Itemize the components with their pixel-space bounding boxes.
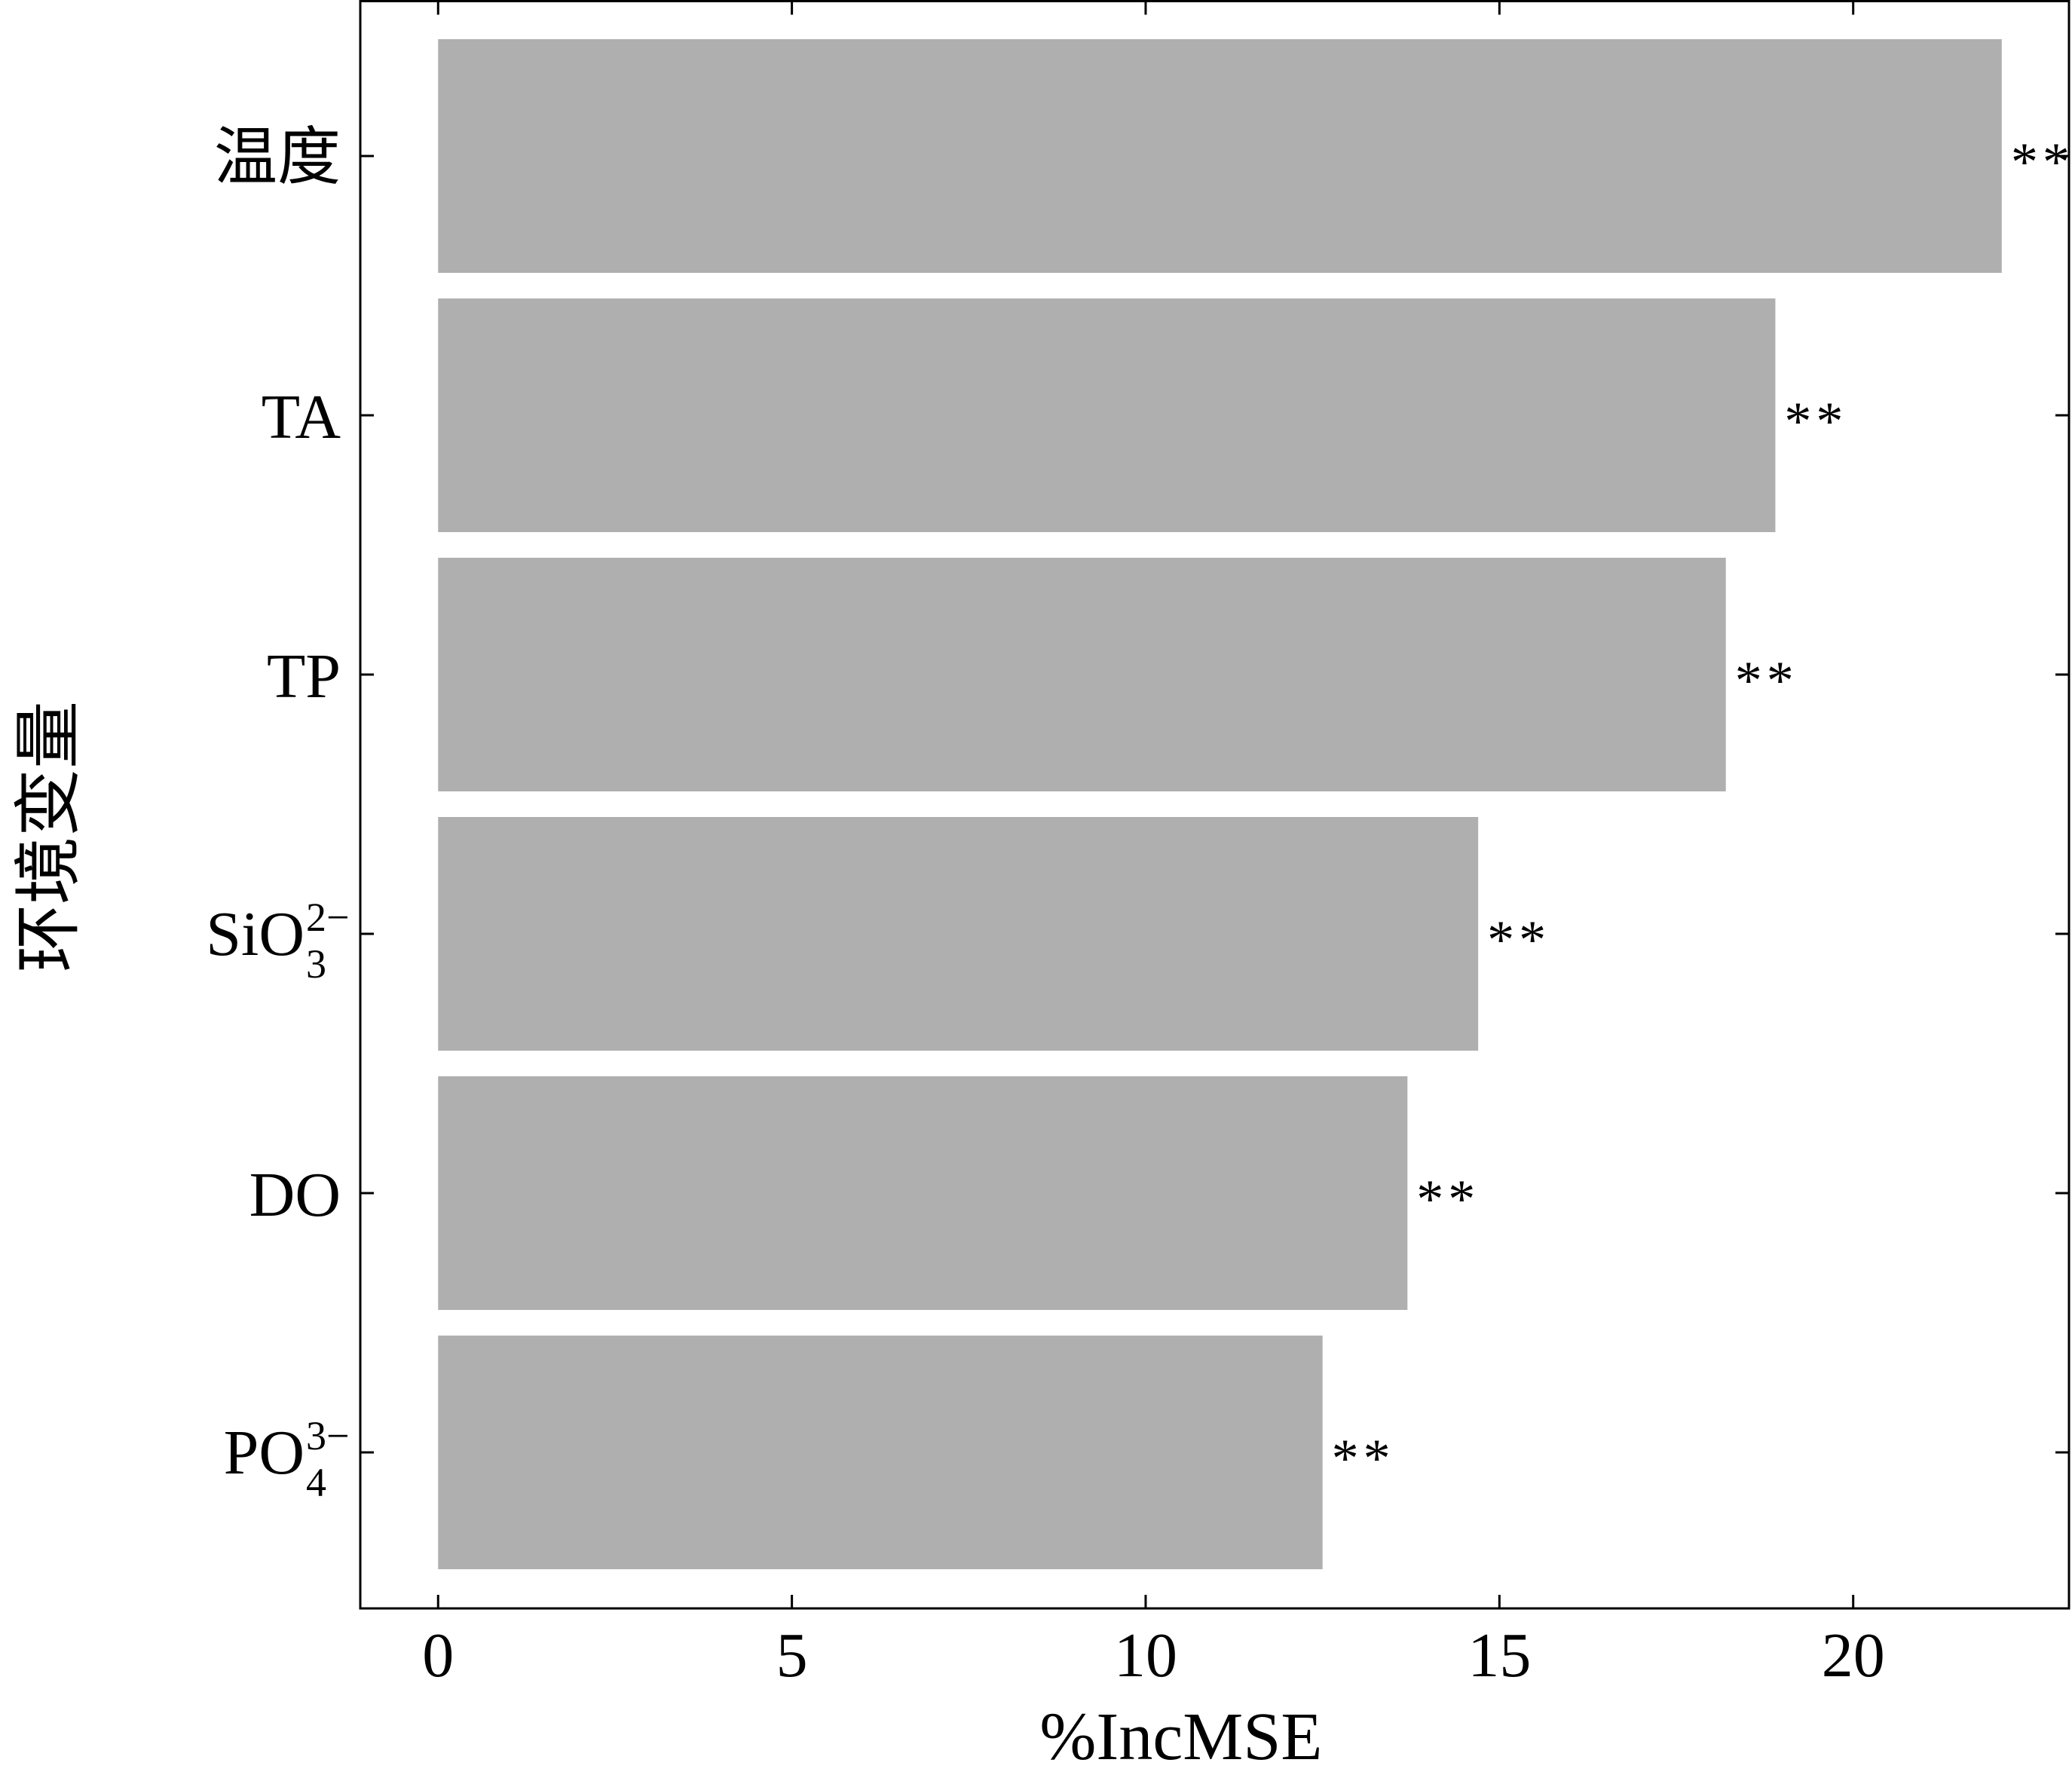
bar — [438, 817, 1479, 1051]
x-axis-title: %IncMSE — [1039, 1700, 1322, 1774]
bars-layer — [438, 39, 2002, 1569]
y-axis-title: 环境变量 — [12, 701, 87, 972]
significance-label: ** — [1332, 1428, 1395, 1489]
y-tick-label: DO — [249, 1160, 341, 1230]
y-tick-label-superscript: 2− — [306, 895, 349, 940]
y-tick-label: TA — [262, 382, 341, 452]
bar — [438, 298, 1776, 532]
significance-label: ** — [1784, 391, 1847, 451]
y-tick-label-base: SiO — [206, 899, 305, 969]
y-tick-label-subscript: 4 — [306, 1460, 326, 1505]
y-tick-label-subscript: 3 — [306, 941, 326, 987]
y-tick-label: 温度 — [214, 123, 341, 193]
y-tick-label-base: PO — [224, 1418, 305, 1488]
y-tick-label-superscript: 3− — [306, 1413, 349, 1458]
significance-label: ** — [1487, 910, 1550, 970]
significance-label: ** — [1735, 650, 1798, 711]
y-tick-label: SiO 2−3 — [206, 895, 349, 987]
x-tick-label: 15 — [1468, 1620, 1531, 1691]
bar — [438, 39, 2002, 273]
y-tick-label: TP — [267, 641, 341, 711]
x-tick-label: 10 — [1114, 1620, 1177, 1691]
bar — [438, 558, 1726, 791]
significance-labels: ** ** ** ** ** ** — [1332, 132, 2072, 1489]
y-tick-label: PO 3−4 — [224, 1413, 350, 1505]
bar — [438, 1076, 1408, 1310]
y-tick-labels: 温度 TA TP SiO 2−3 DO PO 3−4 — [206, 123, 349, 1505]
plot-frame — [359, 0, 2070, 1610]
significance-label: ** — [1416, 1169, 1480, 1229]
x-tick-label: 0 — [422, 1620, 454, 1691]
x-tick-labels: 0 5 10 15 20 — [422, 1620, 1884, 1691]
significance-label: ** — [2011, 132, 2072, 192]
x-tick-label: 20 — [1822, 1620, 1885, 1691]
bar — [438, 1336, 1323, 1569]
x-tick-label: 5 — [776, 1620, 808, 1691]
axis-ticks — [360, 1, 2069, 1608]
